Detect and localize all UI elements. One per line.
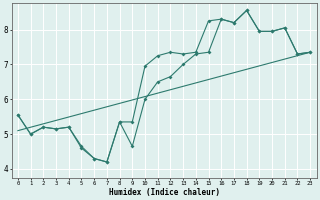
X-axis label: Humidex (Indice chaleur): Humidex (Indice chaleur)	[108, 188, 220, 197]
